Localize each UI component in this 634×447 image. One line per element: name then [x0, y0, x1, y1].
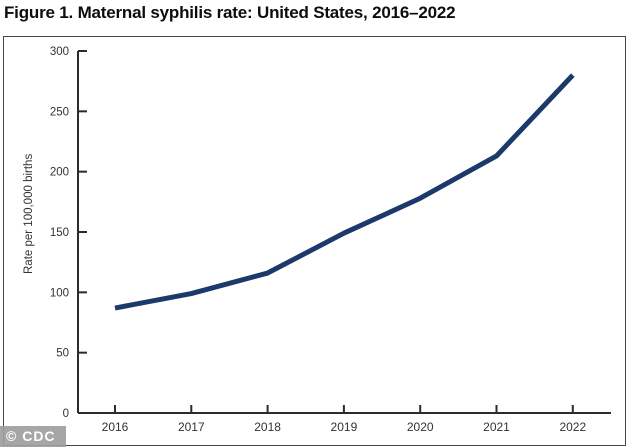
- y-tick-label: 0: [63, 408, 69, 420]
- x-tick-label: 2016: [102, 420, 129, 434]
- x-tick-label: 2017: [178, 420, 205, 434]
- y-tick-label: 150: [50, 227, 69, 239]
- x-tick-label: 2022: [559, 420, 586, 434]
- figure-title: Figure 1. Maternal syphilis rate: United…: [4, 3, 456, 22]
- x-tick-label: 2019: [331, 420, 358, 434]
- data-line: [114, 73, 575, 311]
- x-tick-label: 2021: [483, 420, 510, 434]
- y-tick-label: 100: [50, 287, 69, 299]
- y-axis-title: Rate per 100,000 births: [23, 154, 35, 274]
- y-tick-label: 300: [50, 46, 69, 58]
- line-chart: 0 50 100 150 200 250 300 2016 2017 2018 2019 2020 20…: [23, 46, 611, 434]
- chart-plot-area: 0 50 100 150 200 250 300 2016 2017 2018 2019 2020 20…: [3, 36, 626, 446]
- cdc-watermark: © CDC: [0, 426, 66, 447]
- y-tick-label: 200: [50, 167, 69, 179]
- y-tick-label: 250: [50, 106, 69, 118]
- x-tick-label: 2020: [407, 420, 434, 434]
- y-tick-label: 50: [56, 348, 69, 360]
- x-tick-label: 2018: [254, 420, 281, 434]
